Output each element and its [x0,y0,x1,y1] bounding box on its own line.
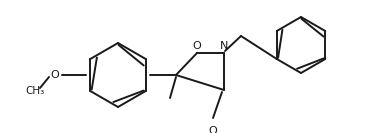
Text: O: O [50,70,59,80]
Text: CH₃: CH₃ [25,86,45,96]
Text: O: O [193,41,201,51]
Text: O: O [209,126,217,133]
Text: N: N [220,41,228,51]
